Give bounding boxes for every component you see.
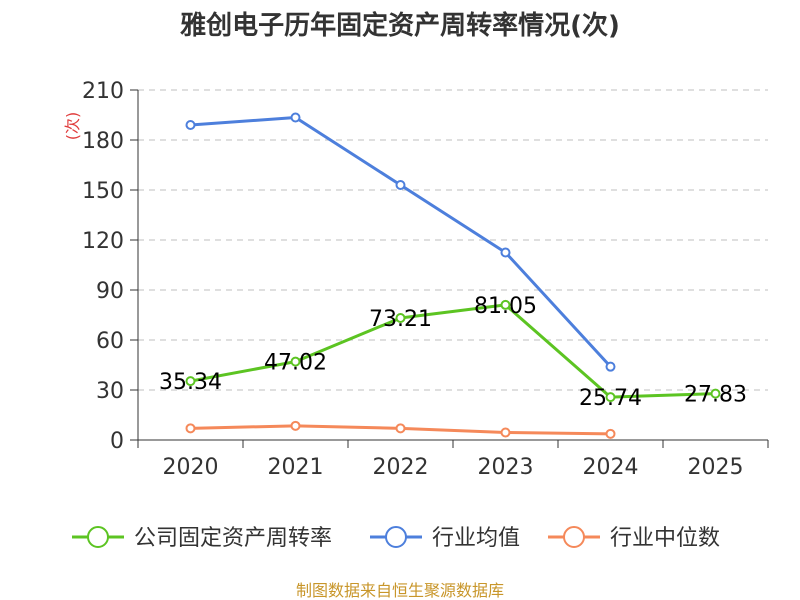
chart-title: 雅创电子历年固定资产周转率情况(次) [180, 10, 620, 41]
y-tick-label: 90 [96, 279, 124, 304]
data-label: 47.02 [264, 351, 327, 376]
data-point [395, 180, 406, 190]
series-line [190, 303, 716, 399]
legend-marker [563, 526, 585, 548]
x-tick-label: 2025 [688, 455, 744, 480]
y-tick-label: 180 [82, 129, 124, 154]
data-point [605, 392, 616, 403]
y-tick-label: 210 [82, 79, 124, 104]
data-point [395, 423, 406, 434]
legend-marker [385, 526, 407, 548]
data-point [290, 420, 301, 431]
data-point [500, 247, 511, 258]
series-industry-mean [185, 112, 616, 372]
x-tick-label: 2022 [373, 455, 429, 480]
data-label: 73.21 [369, 307, 432, 332]
series-layer [185, 112, 721, 439]
data-label: 25.74 [579, 386, 642, 411]
x-tick-label: 2020 [163, 455, 219, 480]
legend-item: 公司固定资产周转率 [72, 526, 332, 551]
legend: 公司固定资产周转率 行业均值 行业中位数 [72, 526, 720, 551]
grid-lines [138, 89, 768, 391]
data-point [185, 423, 196, 434]
x-tick-label: 2023 [478, 455, 534, 480]
legend-label: 行业中位数 [610, 526, 720, 551]
series-company [185, 299, 721, 403]
y-tick-label: 150 [82, 179, 124, 204]
series-industry-median [185, 420, 616, 439]
data-label: 35.34 [159, 370, 222, 395]
data-point [605, 428, 616, 439]
data-point [605, 361, 616, 372]
data-point [500, 427, 511, 438]
legend-marker [87, 526, 109, 548]
x-axis: 2020 2021 2022 2023 2024 2025 [137, 439, 769, 480]
y-tick-label: 60 [96, 329, 124, 354]
data-point [290, 112, 301, 123]
x-tick-label: 2021 [268, 455, 324, 480]
data-point [185, 120, 196, 130]
y-tick-label: 120 [82, 229, 124, 254]
y-axis: 0 30 60 90 120 150 180 210 [82, 79, 139, 454]
legend-item: 行业均值 [370, 526, 520, 551]
data-label: 27.83 [684, 383, 747, 408]
data-point [500, 299, 511, 310]
legend-label: 行业均值 [432, 526, 520, 551]
data-point [185, 376, 196, 387]
y-axis-label: (次) [63, 112, 82, 141]
y-tick-label: 0 [110, 429, 124, 454]
data-label: 81.05 [474, 294, 537, 319]
data-labels: 35.34 47.02 73.21 81.05 25.74 27.83 [159, 294, 747, 411]
x-tick-label: 2024 [583, 455, 639, 480]
data-point [395, 312, 406, 323]
legend-item: 行业中位数 [548, 526, 720, 551]
source-note: 制图数据来自恒生聚源数据库 [296, 581, 504, 600]
y-tick-label: 30 [96, 379, 124, 404]
data-point [290, 356, 301, 367]
data-point [710, 388, 721, 399]
legend-label: 公司固定资产周转率 [134, 526, 332, 551]
